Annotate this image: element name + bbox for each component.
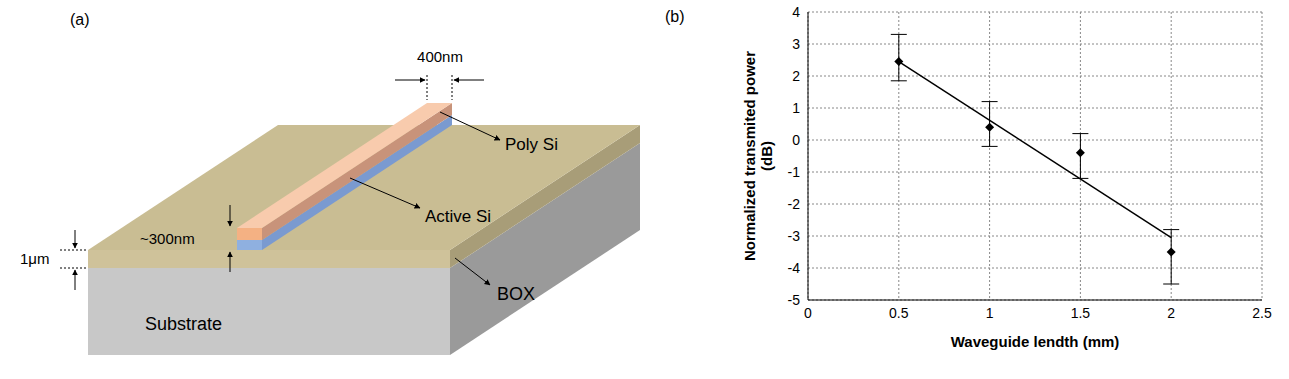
svg-text:0: 0 <box>804 305 812 321</box>
svg-text:-3: -3 <box>788 228 801 244</box>
svg-text:-1: -1 <box>788 164 801 180</box>
svg-text:1.5: 1.5 <box>1071 305 1091 321</box>
svg-text:BOX: BOX <box>497 284 535 304</box>
svg-text:0.5: 0.5 <box>889 305 909 321</box>
svg-text:0: 0 <box>792 132 800 148</box>
svg-text:4: 4 <box>792 4 800 20</box>
svg-text:2.5: 2.5 <box>1252 305 1272 321</box>
svg-text:Waveguide lendth (mm): Waveguide lendth (mm) <box>951 333 1120 350</box>
svg-text:1: 1 <box>792 100 800 116</box>
html-text:(dB): (dB) <box>758 141 775 171</box>
html-text:Normalized transmited power: Normalized transmited power <box>741 51 758 261</box>
svg-text:~300nm: ~300nm <box>140 230 195 247</box>
svg-text:Active Si: Active Si <box>425 207 491 226</box>
svg-text:2: 2 <box>792 68 800 84</box>
svg-text:3: 3 <box>792 36 800 52</box>
html-text:(b): (b) <box>665 8 685 25</box>
svg-text:-5: -5 <box>788 292 801 308</box>
svg-text:1: 1 <box>986 305 994 321</box>
svg-text:-2: -2 <box>788 196 801 212</box>
svg-text:2: 2 <box>1167 305 1175 321</box>
svg-text:Poly Si: Poly Si <box>505 135 558 154</box>
svg-text:-4: -4 <box>788 260 801 276</box>
svg-text:400nm: 400nm <box>417 48 463 65</box>
svg-text:(a): (a) <box>70 11 90 28</box>
svg-text:Substrate: Substrate <box>145 314 222 334</box>
svg-text:1μm: 1μm <box>20 250 49 267</box>
